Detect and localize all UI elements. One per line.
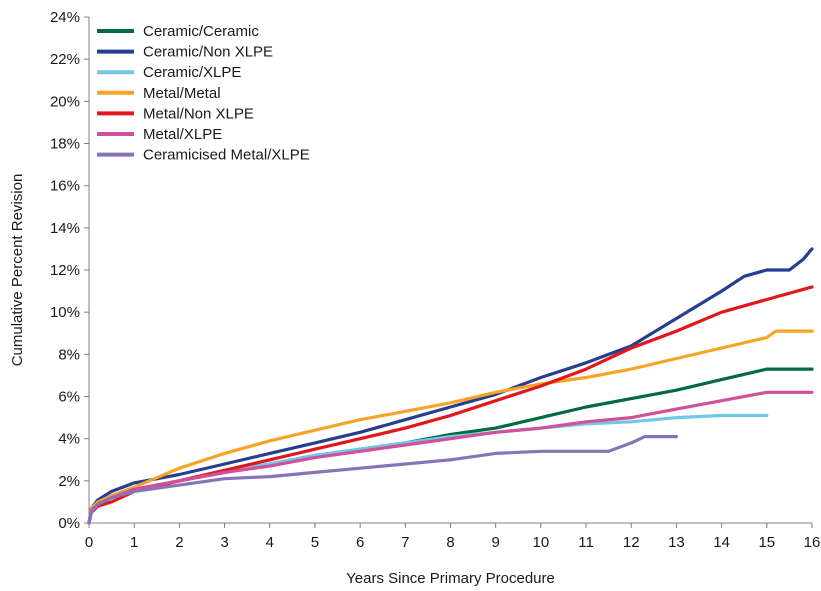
legend-label: Ceramic/XLPE: [143, 64, 241, 81]
x-tick-label: 0: [85, 534, 93, 551]
y-tick-label: 4%: [58, 431, 80, 448]
legend-label: Ceramic/Non XLPE: [143, 44, 273, 61]
x-tick-label: 14: [713, 534, 730, 551]
series-line-1: [87, 247, 814, 525]
x-axis-title: Years Since Primary Procedure: [346, 570, 555, 587]
x-tick-label: 2: [175, 534, 183, 551]
x-tick-label: 7: [401, 534, 409, 551]
y-tick-label: 24%: [50, 9, 80, 26]
x-tick-label: 5: [311, 534, 319, 551]
x-tick-label: 15: [758, 534, 775, 551]
x-tick-label: 1: [130, 534, 138, 551]
x-tick-label: 4: [266, 534, 274, 551]
y-tick-label: 14%: [50, 220, 80, 237]
legend-label: Metal/Metal: [143, 85, 221, 102]
y-axis-title: Cumulative Percent Revision: [9, 174, 26, 367]
series-line-0: [87, 367, 814, 525]
y-axis-ticks: 0% 2% 4% 6% 8% 10% 12% 14% 16% 18% 20% 22% 24%: [50, 9, 89, 532]
legend: Ceramic/Ceramic Ceramic/Non XLPE Ceramic/X…: [97, 23, 310, 164]
x-tick-label: 3: [220, 534, 228, 551]
series-line-4: [87, 285, 814, 525]
x-tick-label: 11: [578, 534, 594, 551]
x-tick-label: 13: [668, 534, 685, 551]
x-axis-ticks: 0 1 2 3 4 5 6 7 8 9 10 11 12 13 14 15 16: [85, 523, 821, 551]
y-tick-label: 20%: [50, 93, 80, 110]
legend-label: Metal/XLPE: [143, 126, 222, 143]
x-tick-label: 16: [804, 534, 821, 551]
x-tick-label: 6: [356, 534, 364, 551]
series-line-3: [87, 329, 814, 525]
y-tick-label: 22%: [50, 51, 80, 68]
x-tick-label: 10: [533, 534, 550, 551]
series-line-5: [87, 390, 814, 525]
y-tick-label: 10%: [50, 304, 80, 321]
legend-label: Metal/Non XLPE: [143, 105, 254, 122]
x-tick-label: 9: [492, 534, 500, 551]
y-tick-label: 16%: [50, 178, 80, 195]
series-line-2: [87, 413, 769, 525]
x-tick-label: 8: [446, 534, 454, 551]
y-tick-label: 2%: [58, 473, 80, 490]
legend-label: Ceramic/Ceramic: [143, 23, 259, 40]
series-line-6: [87, 435, 679, 525]
y-tick-label: 0%: [58, 515, 80, 532]
y-tick-label: 12%: [50, 262, 80, 279]
y-tick-label: 8%: [58, 346, 80, 363]
series-lines: [87, 247, 814, 525]
legend-label: Ceramicised Metal/XLPE: [143, 147, 310, 164]
x-tick-label: 12: [623, 534, 640, 551]
y-tick-label: 6%: [58, 389, 80, 406]
y-tick-label: 18%: [50, 136, 80, 153]
